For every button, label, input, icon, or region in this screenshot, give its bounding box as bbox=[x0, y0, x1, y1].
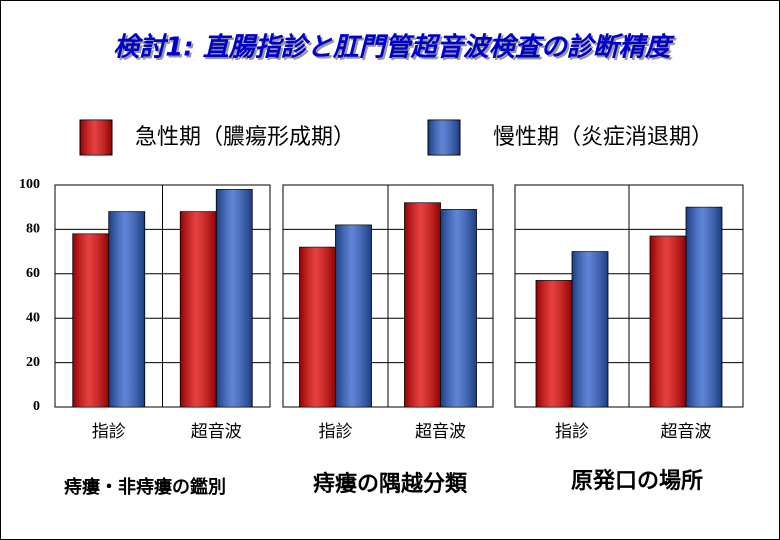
y-tick-label: 20 bbox=[26, 355, 40, 370]
y-tick-label: 80 bbox=[26, 222, 40, 237]
group-label: 原発口の場所 bbox=[571, 469, 703, 494]
bar-shade bbox=[536, 280, 572, 407]
plot-frame bbox=[282, 184, 494, 408]
group-label: 痔瘻の隅越分類 bbox=[313, 471, 468, 497]
y-tick-label: 0 bbox=[33, 399, 40, 414]
y-tick-label: 40 bbox=[26, 310, 40, 325]
bar-shade bbox=[650, 236, 686, 407]
bar-shade bbox=[216, 189, 253, 407]
bar-shade bbox=[299, 247, 336, 407]
bar-shade bbox=[72, 233, 109, 407]
bar-shade bbox=[404, 202, 441, 407]
bar-shade bbox=[440, 209, 477, 407]
bar-shade bbox=[335, 224, 372, 407]
group-label: 痔瘻・非痔瘻の鑑別 bbox=[64, 476, 226, 498]
title-shadow: 検討1: 直腸指診と肛門管超音波検査の診断精度 bbox=[115, 35, 678, 65]
x-tick-label: 超音波 bbox=[415, 422, 466, 442]
x-tick-label: 指診 bbox=[319, 422, 353, 442]
plot-frame bbox=[54, 184, 271, 408]
x-tick-label: 指診 bbox=[555, 422, 589, 442]
x-tick-label: 超音波 bbox=[191, 422, 242, 442]
x-tick-label: 指診 bbox=[92, 422, 126, 442]
legend-label: 慢性期（炎症消退期） bbox=[493, 125, 713, 150]
legend-shade bbox=[428, 120, 460, 155]
bar-shade bbox=[108, 211, 145, 407]
y-tick-label: 60 bbox=[26, 266, 40, 281]
x-tick-label: 超音波 bbox=[661, 422, 712, 442]
legend-label: 急性期（膿瘍形成期） bbox=[135, 125, 355, 150]
bar-shade bbox=[180, 211, 217, 407]
legend-shade bbox=[80, 120, 112, 155]
plot-frame bbox=[514, 184, 744, 408]
chart-title: 検討1: 直腸指診と肛門管超音波検査の診断精度 bbox=[113, 33, 676, 63]
y-tick-label: 100 bbox=[19, 177, 40, 192]
bar-shade bbox=[572, 251, 608, 407]
bar-shade bbox=[686, 207, 722, 407]
